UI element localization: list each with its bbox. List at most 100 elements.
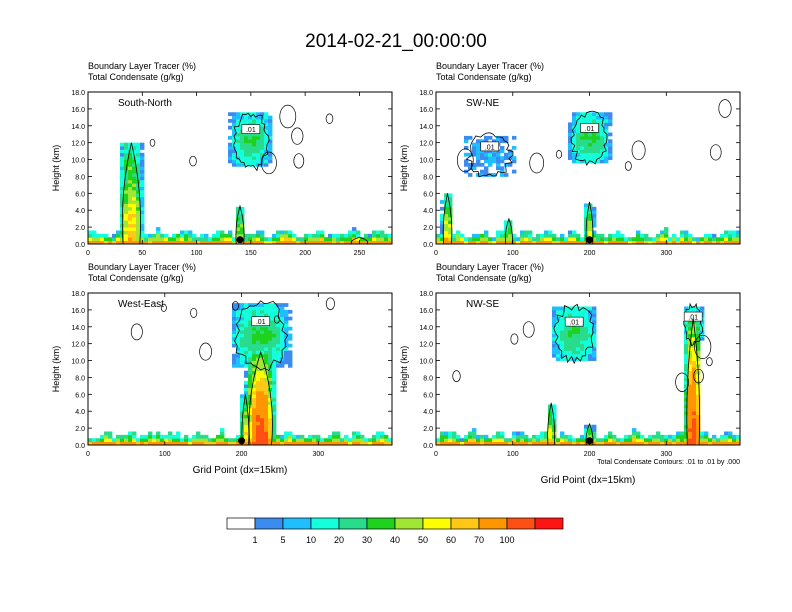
tracer-cell — [596, 146, 601, 150]
tracer-cell — [692, 438, 697, 443]
tracer-cell — [136, 438, 141, 443]
colorbar-swatch — [282, 517, 312, 530]
tracer-cell — [264, 441, 269, 446]
tracer-cell — [148, 233, 153, 238]
tracer-cell — [216, 438, 221, 443]
tracer-cell — [692, 401, 697, 405]
tracer-cell — [140, 189, 145, 194]
tracer-cell — [464, 139, 469, 144]
tracer-cell — [696, 414, 701, 419]
tracer-cell — [684, 323, 689, 328]
tracer-cell — [468, 441, 473, 446]
y-tick-label: 4.0 — [75, 208, 85, 215]
tracer-cell — [268, 424, 273, 429]
tracer-cell — [500, 230, 505, 235]
tracer-cell — [232, 360, 237, 365]
tracer-cell — [540, 438, 545, 443]
colorbar-label: 5 — [280, 535, 285, 545]
tracer-cell — [268, 411, 273, 415]
tracer-cell — [692, 387, 697, 392]
tracer-cell — [244, 132, 249, 137]
tracer-cell — [472, 237, 477, 242]
tracer-cell — [280, 306, 285, 311]
tracer-cell — [508, 162, 513, 167]
tracer-cell — [120, 173, 125, 177]
x-tick-label: 100 — [191, 250, 203, 257]
tracer-cell — [268, 380, 273, 385]
tracer-cell — [684, 424, 689, 429]
tracer-cell — [484, 434, 489, 439]
tracer-cell — [496, 139, 501, 144]
tracer-cell — [700, 240, 705, 245]
tracer-cell — [444, 240, 449, 245]
tracer-cell — [484, 135, 489, 140]
tracer-cell — [136, 156, 141, 160]
tracer-cell — [584, 330, 589, 334]
tracer-cell — [464, 159, 469, 164]
x-tick-label: 50 — [138, 250, 146, 257]
tracer-cell — [236, 149, 241, 154]
tracer-cell — [720, 237, 725, 242]
tracer-cell — [584, 132, 589, 137]
tracer-cell — [716, 441, 721, 446]
tracer-cell — [620, 237, 625, 242]
y-tick-label: 6.0 — [75, 191, 85, 198]
tracer-cell — [244, 330, 249, 334]
tracer-cell — [260, 139, 265, 144]
tracer-cell — [364, 438, 369, 443]
tracer-cell — [604, 132, 609, 137]
tracer-cell — [328, 233, 333, 238]
y-tick-label: 0.0 — [75, 443, 85, 450]
tracer-cell — [608, 441, 613, 446]
tracer-cell — [552, 309, 557, 314]
tracer-cell — [688, 363, 693, 368]
tracer-cell — [352, 434, 357, 439]
tracer-cell — [128, 431, 133, 436]
tracer-cell — [568, 122, 573, 127]
tracer-cell — [132, 210, 137, 214]
tracer-cell — [532, 434, 537, 439]
tracer-cell — [684, 363, 689, 368]
tracer-cell — [232, 237, 237, 242]
tracer-cell — [512, 146, 517, 150]
tracer-cell — [264, 434, 269, 439]
tracer-cell — [248, 377, 253, 382]
tracer-cell — [656, 441, 661, 446]
tracer-cell — [612, 434, 617, 439]
tracer-cell — [264, 122, 269, 127]
condensate-contour — [121, 142, 141, 245]
tracer-cell — [128, 213, 133, 218]
tracer-cell — [244, 374, 249, 378]
tracer-cell — [300, 237, 305, 242]
tracer-cell — [284, 347, 289, 351]
tracer-cell — [204, 434, 209, 439]
tracer-cell — [696, 330, 701, 334]
tracer-cell — [260, 377, 265, 382]
tracer-cell — [272, 313, 277, 318]
tracer-cell — [176, 438, 181, 443]
tracer-cell — [140, 233, 145, 238]
tracer-cell — [276, 343, 281, 348]
tracer-cell — [684, 230, 689, 235]
tracer-cell — [332, 438, 337, 443]
tracer-cell — [280, 303, 285, 307]
tracer-field — [88, 112, 393, 245]
tracer-cell — [248, 316, 253, 321]
tracer-cell — [676, 240, 681, 245]
tracer-cell — [728, 237, 733, 242]
tracer-cell — [448, 434, 453, 439]
tracer-cell — [256, 428, 261, 432]
tracer-cell — [128, 233, 133, 238]
tracer-cell — [656, 431, 661, 436]
tracer-cell — [560, 233, 565, 238]
tracer-cell — [476, 233, 481, 238]
tracer-cell — [556, 333, 561, 338]
tracer-cell — [192, 441, 197, 446]
tracer-cell — [492, 434, 497, 439]
tracer-cell — [248, 387, 253, 392]
tracer-cell — [192, 434, 197, 439]
tracer-cell — [136, 233, 141, 238]
tracer-cell — [264, 156, 269, 160]
tracer-cell — [452, 431, 457, 436]
tracer-cell — [604, 112, 609, 117]
